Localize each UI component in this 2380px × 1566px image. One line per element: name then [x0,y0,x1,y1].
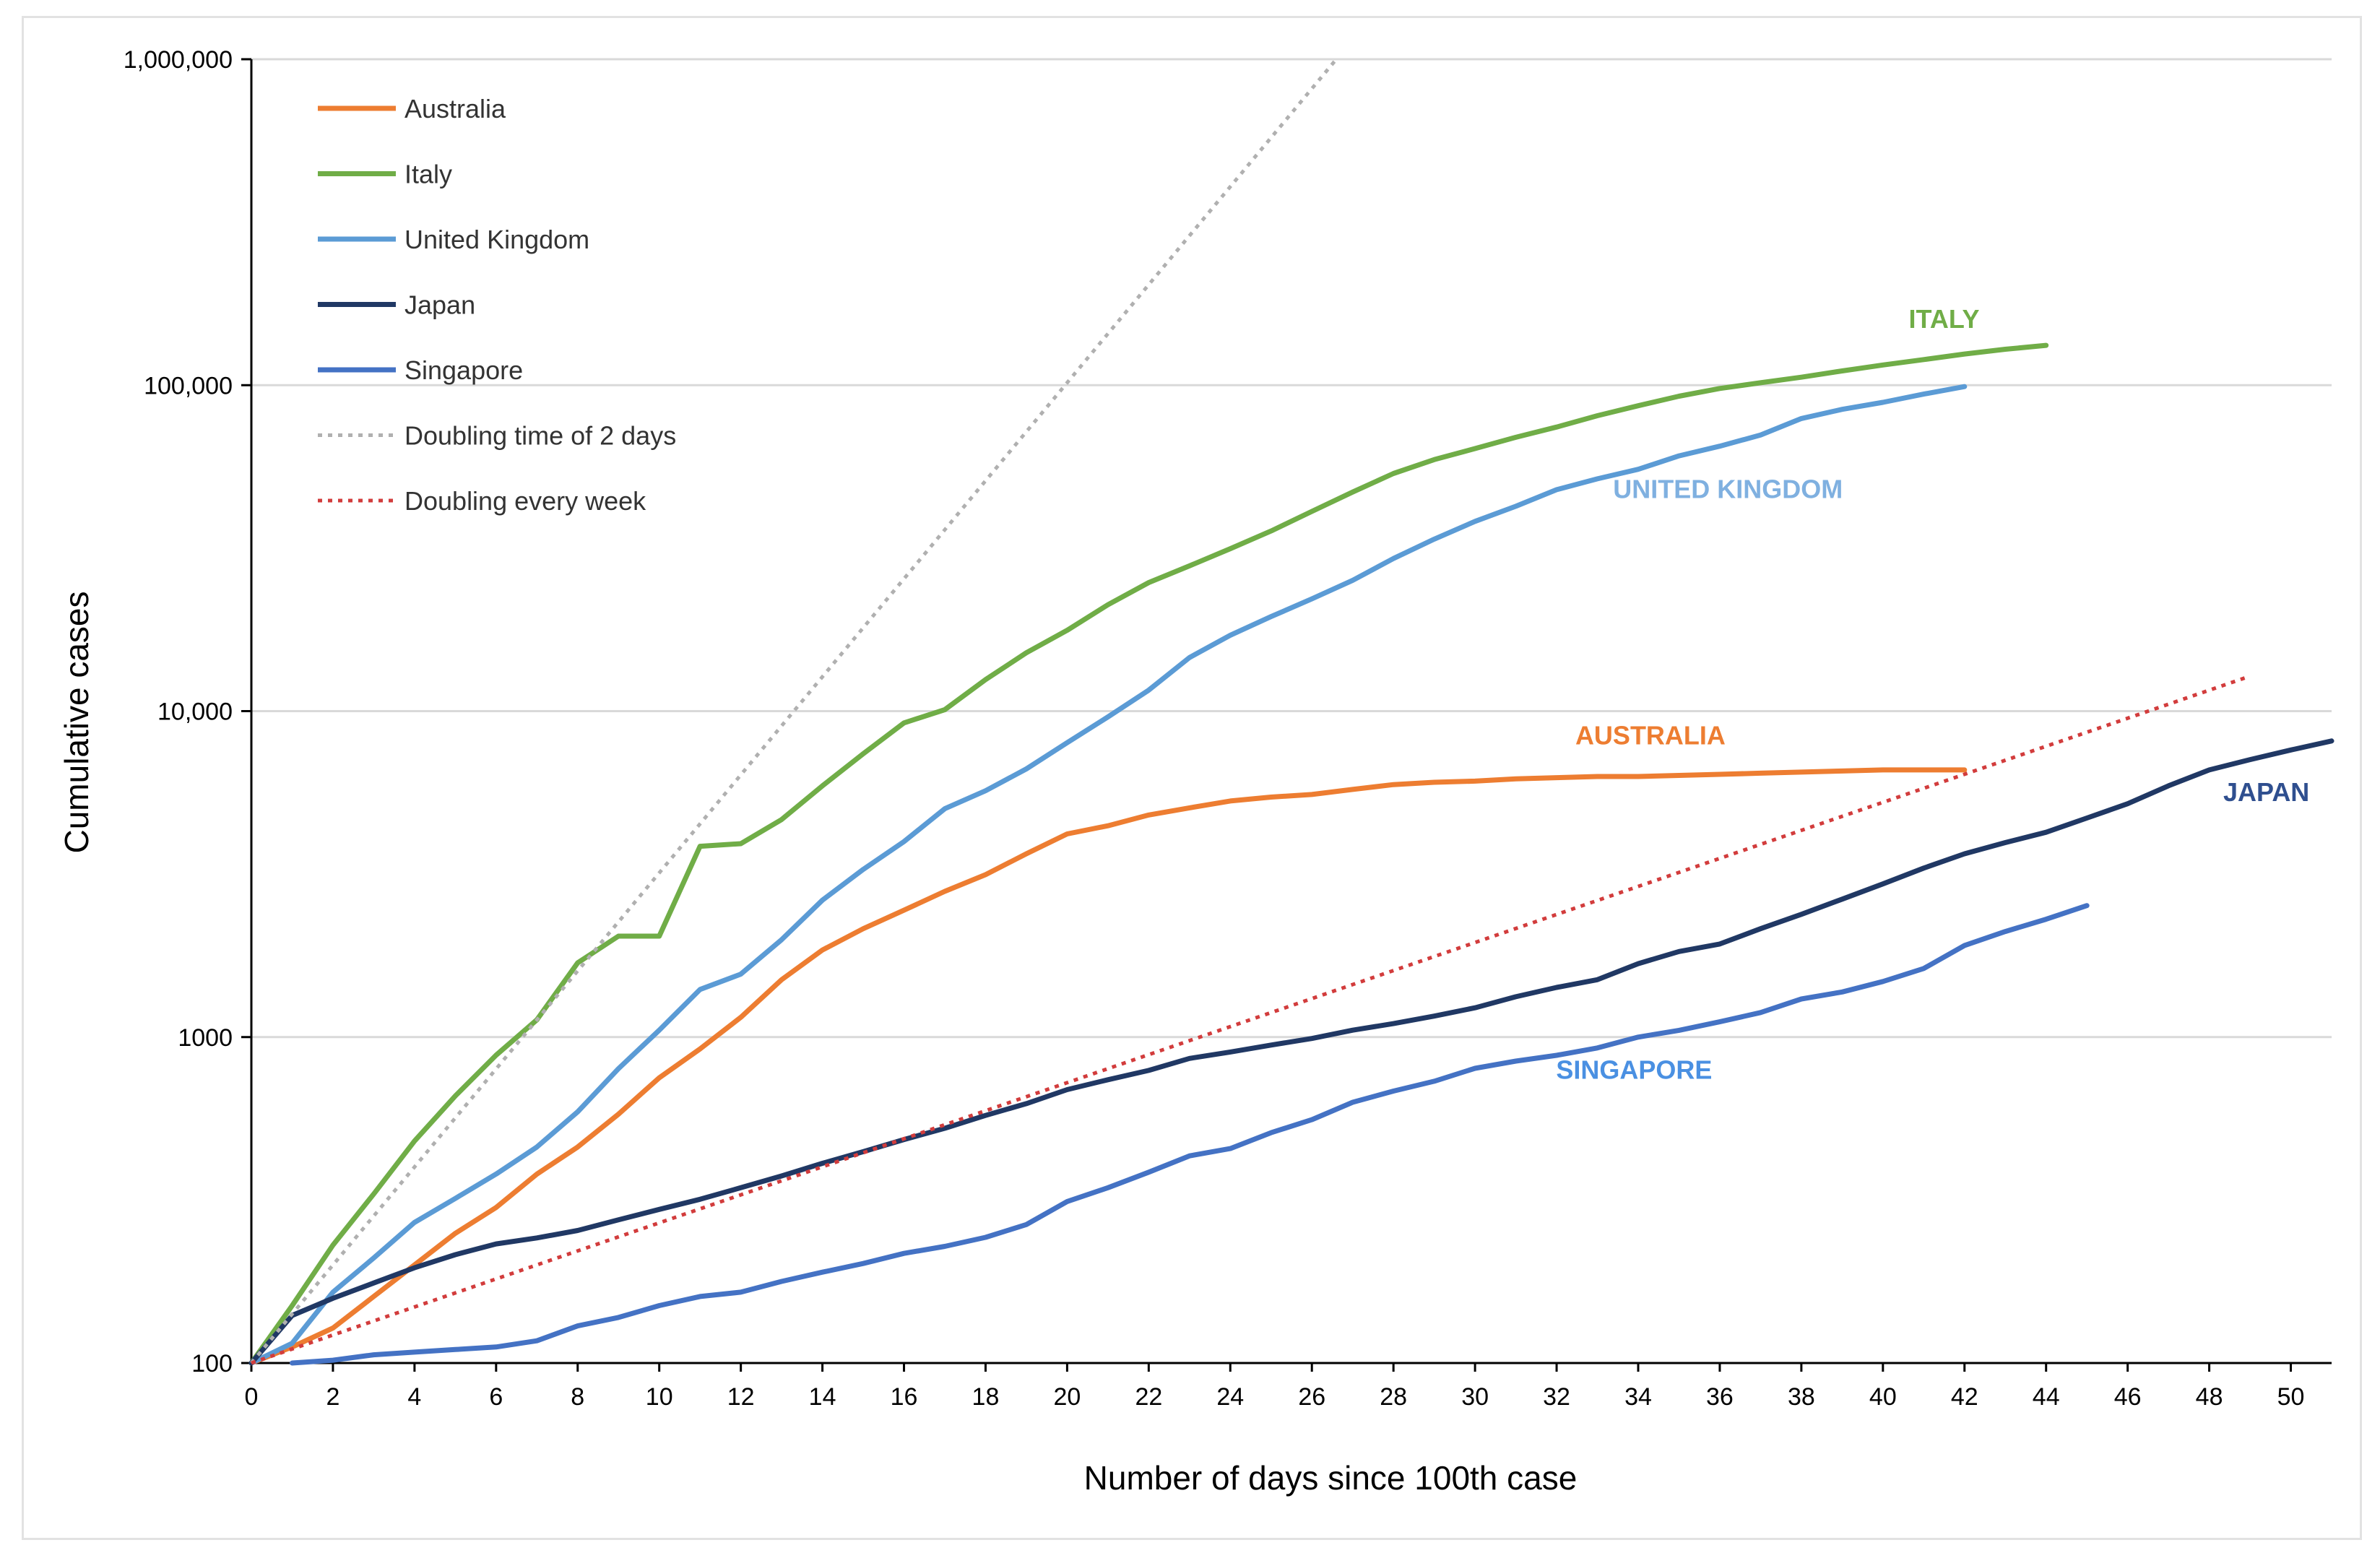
x-tick-label: 22 [1135,1383,1162,1411]
x-tick-label: 50 [2277,1383,2305,1411]
series-line-japan [248,738,2334,1366]
legend-label-italy: Italy [404,160,452,189]
x-tick-label: 0 [245,1383,259,1411]
series-line-singapore [290,903,2090,1366]
x-tick-label: 34 [1624,1383,1652,1411]
gridlines [251,58,2332,1039]
x-tick-label: 26 [1298,1383,1325,1411]
series-line-australia [248,767,1968,1366]
legend-label-united-kingdom: United Kingdom [404,225,589,254]
x-tick-label: 36 [1706,1383,1734,1411]
annotation-japan: JAPAN [2223,777,2309,807]
x-tick-label: 10 [646,1383,673,1411]
x-tick-label: 12 [727,1383,755,1411]
annotation-singapore: SINGAPORE [1556,1055,1712,1084]
x-tick-label: 42 [1951,1383,1978,1411]
legend-label-australia: Australia [404,94,506,124]
x-tick-label: 4 [407,1383,421,1411]
legend-label-doubling-time-of-2-days: Doubling time of 2 days [404,421,676,451]
x-tick-label: 20 [1053,1383,1081,1411]
x-tick-label: 8 [571,1383,584,1411]
x-tick-label: 30 [1461,1383,1489,1411]
annotation-italy: ITALY [1909,304,1980,334]
annotation-united-kingdom: UNITED KINGDOM [1613,475,1843,504]
series-line-united-kingdom [248,384,1968,1366]
x-tick-label: 32 [1543,1383,1570,1411]
y-tick-label: 100,000 [144,372,233,399]
x-tick-label: 18 [972,1383,1000,1411]
y-tick-label: 1000 [178,1024,233,1052]
x-axis-title: Number of days since 100th case [1084,1459,1578,1497]
y-tick-label: 100 [191,1350,233,1377]
x-tick-label: 40 [1869,1383,1897,1411]
legend-label-singapore: Singapore [404,355,523,385]
x-tick-label: 16 [891,1383,918,1411]
series-line-doubling-every-week [251,674,2251,1365]
x-tick-label: 38 [1788,1383,1815,1411]
annotation-australia: AUSTRALIA [1575,721,1726,750]
x-tick-label: 28 [1380,1383,1407,1411]
x-tick-label: 2 [326,1383,339,1411]
x-tick-label: 14 [809,1383,836,1411]
series-lines [248,58,2334,1366]
x-tick-label: 48 [2196,1383,2223,1411]
x-tick-label: 6 [489,1383,503,1411]
legend-label-doubling-every-week: Doubling every week [404,486,646,516]
x-tick-label: 24 [1216,1383,1244,1411]
x-tick-label: 46 [2114,1383,2142,1411]
y-tick-label: 1,000,000 [124,46,233,74]
y-tick-label: 10,000 [157,698,233,726]
legend: Australia Italy United Kingdom Japan Singapo… [318,94,676,516]
y-axis-title: Cumulative cases [58,591,95,853]
x-tick-label: 44 [2033,1383,2060,1411]
series-line-italy [248,342,2049,1366]
legend-label-japan: Japan [404,290,475,320]
chart-frame [22,16,2362,1540]
series-annotations: ITALY UNITED KINGDOM AUSTRALIA JAPAN SINGAPO… [1556,304,2309,1085]
